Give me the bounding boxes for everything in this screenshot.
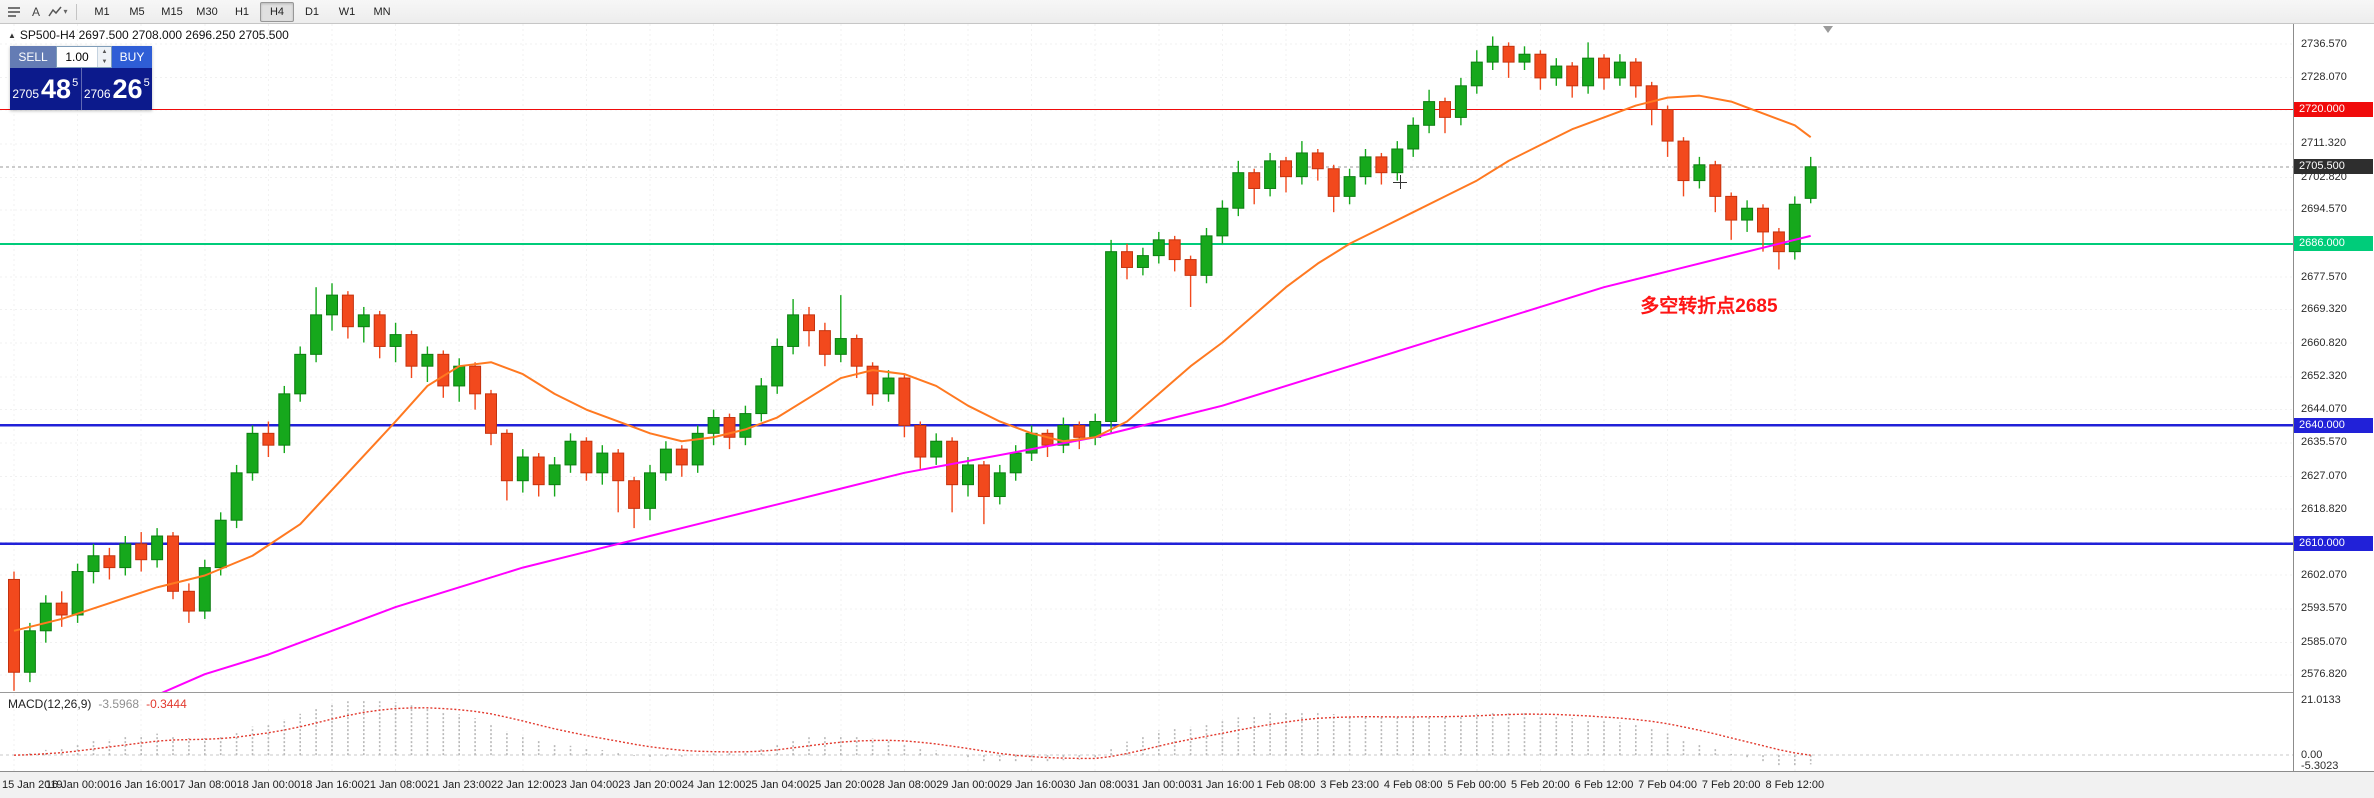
price-axis-label: 2576.820 (2301, 668, 2347, 681)
time-axis-label: 18 Jan 16:00 (300, 779, 364, 791)
timeframe-button-h4[interactable]: H4 (260, 1, 294, 22)
chevron-down-icon: ▾ (63, 7, 68, 16)
price-axis-label: 2618.820 (2301, 502, 2347, 515)
symbol-ohlc-line: ▲ SP500-H4 2697.500 2708.000 2696.250 270… (8, 28, 289, 42)
timeframe-button-m5[interactable]: M5 (129, 5, 145, 18)
one-click-trading-widget: SELL 1.00 ▲ ▼ BUY 2705 48 5 2706 26 5 (10, 46, 152, 110)
chart-annotation: 多空转折点2685 (1640, 295, 1778, 317)
price-level-tag: 2686.000 (2294, 236, 2373, 252)
time-axis-label: 16 Jan 16:00 (109, 779, 173, 791)
chart-shift-marker-icon[interactable] (1823, 26, 1833, 33)
time-axis-label: 30 Jan 08:00 (1063, 779, 1127, 791)
price-level-tag: 2610.000 (2294, 536, 2373, 552)
price-axis-label: 2627.070 (2301, 469, 2347, 482)
sell-button[interactable]: SELL (10, 46, 56, 68)
volume-down-icon[interactable]: ▼ (98, 57, 111, 67)
buy-price-frac: 5 (143, 76, 150, 89)
price-axis-label: 2677.570 (2301, 270, 2347, 283)
toolbar-separator (76, 3, 77, 20)
symbol-ohlc-text: SP500-H4 2697.500 2708.000 2696.250 2705… (19, 28, 289, 42)
symbol-marker-icon: ▲ (8, 31, 16, 40)
sell-price-main: 2705 (12, 86, 40, 101)
text-tool-icon[interactable]: A (31, 4, 40, 19)
time-axis-label: 7 Feb 04:00 (1638, 779, 1697, 791)
time-axis-label: 24 Jan 12:00 (681, 779, 746, 791)
buy-price-main: 2706 (83, 86, 111, 101)
time-axis-label: 25 Jan 20:00 (808, 779, 873, 791)
timeframe-button-m15[interactable]: M15 (161, 5, 183, 18)
price-axis-label: 2660.820 (2301, 336, 2347, 349)
price-axis-label: 2593.570 (2301, 602, 2347, 615)
macd-axis-label: -5.3023 (2301, 759, 2339, 772)
timeframe-button-h1[interactable]: H1 (234, 5, 250, 18)
price-axis-label: 2728.070 (2301, 71, 2347, 84)
timeframe-toolbar: M1 M5 M15 M30 H1 H4 D1 W1 MN (85, 1, 399, 22)
buy-price-button[interactable]: 2706 26 5 (82, 68, 153, 110)
time-axis-label: 3 Feb 23:00 (1320, 779, 1379, 791)
sell-price-pips: 48 (41, 73, 72, 104)
draw-tool-icon[interactable]: ▾ (48, 3, 68, 21)
price-level-tag: 2640.000 (2294, 417, 2373, 433)
timeframe-button-w1[interactable]: W1 (338, 5, 356, 18)
time-axis-label: 15 Jan 2019 (2, 779, 63, 791)
sell-price-frac: 5 (72, 76, 79, 89)
time-axis-label: 29 Jan 16:00 (999, 779, 1064, 791)
buy-price-pips: 26 (112, 73, 143, 104)
volume-up-icon[interactable]: ▲ (98, 47, 111, 57)
sell-price-button[interactable]: 2705 48 5 (10, 68, 82, 110)
price-axis-label: 2635.570 (2301, 436, 2347, 449)
volume-value[interactable]: 1.00 (65, 50, 89, 64)
macd-main-value: -3.5968 (98, 697, 140, 711)
time-axis-label: 22 Jan 12:00 (490, 779, 555, 791)
price-axis[interactable]: 2736.5702728.0702719.8202711.3202702.820… (2293, 24, 2374, 772)
price-axis-label: 2652.320 (2301, 370, 2347, 383)
macd-axis-label: 21.0133 (2301, 693, 2341, 706)
time-axis-label: 5 Feb 20:00 (1511, 779, 1570, 791)
time-axis-label: 21 Jan 08:00 (363, 779, 428, 791)
time-axis-label: 4 Feb 08:00 (1383, 779, 1443, 791)
time-axis-label: 7 Feb 20:00 (1701, 779, 1761, 791)
time-axis-label: 16 Jan 00:00 (45, 779, 110, 791)
time-axis-label: 8 Feb 12:00 (1765, 779, 1825, 791)
buy-button[interactable]: BUY (112, 46, 152, 68)
time-axis-label: 31 Jan 00:00 (1126, 779, 1191, 791)
timeframe-button-m30[interactable]: M30 (196, 5, 218, 18)
timeframe-button-m1[interactable]: M1 (94, 5, 110, 18)
chart-menu-icon[interactable] (4, 3, 24, 21)
price-level-tag: 2720.000 (2294, 101, 2373, 117)
price-axis-label: 2644.070 (2301, 402, 2347, 415)
time-axis[interactable]: 15 Jan 2019 16 Jan 00:00 16 Jan 16:00 17 Ja… (0, 771, 2374, 798)
time-axis-label: 29 Jan 00:00 (936, 779, 1000, 791)
price-cross-marker-icon (1393, 175, 1407, 189)
chart-toolbar: A ▾ M1 M5 M15 M30 H1 H4 D1 W1 MN (0, 0, 2374, 24)
price-axis-label: 2585.070 (2301, 635, 2347, 648)
price-axis-label: 2669.320 (2301, 303, 2347, 316)
time-axis-label: 21 Jan 23:00 (427, 779, 491, 791)
macd-name: MACD(12,26,9) (8, 697, 92, 711)
time-axis-label: 23 Jan 04:00 (554, 779, 619, 791)
time-axis-label: 31 Jan 16:00 (1190, 779, 1255, 791)
time-axis-label: 28 Jan 08:00 (872, 779, 937, 791)
current-price-tag: 2705.500 (2294, 159, 2373, 175)
macd-axis-label: 0.00 (2301, 748, 2323, 761)
time-axis-label: 25 Jan 04:00 (745, 779, 809, 791)
time-axis-label: 5 Feb 00:00 (1447, 779, 1507, 791)
price-axis-label: 2736.570 (2301, 37, 2347, 50)
time-axis-label: 17 Jan 08:00 (172, 779, 237, 791)
timeframe-button-d1[interactable]: D1 (304, 5, 320, 18)
time-axis-label: 1 Feb 08:00 (1256, 779, 1316, 791)
macd-indicator-label: MACD(12,26,9) -3.5968 -0.3444 (8, 697, 187, 711)
price-axis-label: 2711.320 (2301, 137, 2347, 150)
time-axis-label: 23 Jan 20:00 (618, 779, 682, 791)
price-axis-label: 2602.070 (2301, 568, 2347, 581)
time-axis-label: 18 Jan 00:00 (236, 779, 301, 791)
volume-field[interactable]: 1.00 ▲ ▼ (56, 46, 112, 68)
time-axis-label: 6 Feb 12:00 (1574, 779, 1634, 791)
volume-stepper[interactable]: ▲ ▼ (97, 47, 111, 67)
timeframe-button-mn[interactable]: MN (373, 5, 391, 18)
price-axis-label: 2694.570 (2301, 203, 2347, 216)
macd-signal-value: -0.3444 (146, 697, 187, 711)
